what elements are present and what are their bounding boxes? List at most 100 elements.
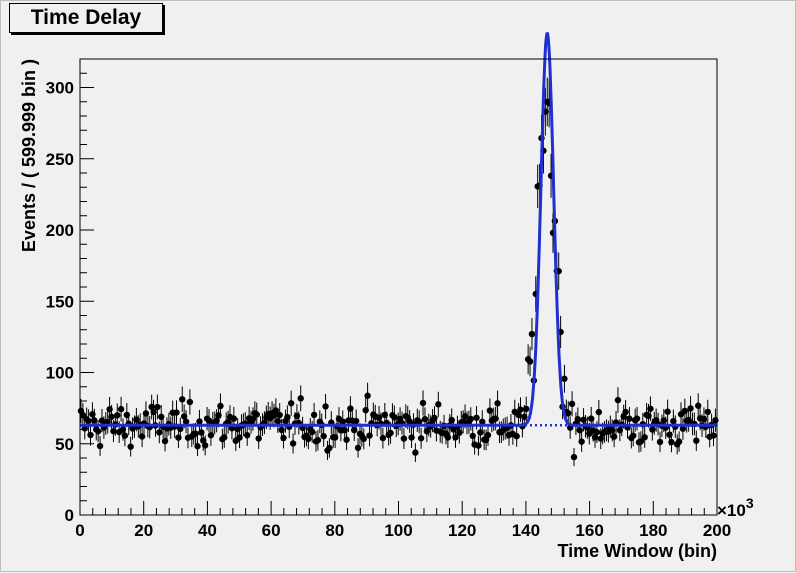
data-point: [400, 435, 408, 442]
data-point: [217, 402, 224, 410]
data-point: [343, 436, 350, 443]
data-point: [192, 430, 199, 437]
x-tick-label: 140: [512, 521, 540, 540]
data-point: [179, 396, 186, 403]
data-point: [641, 434, 648, 441]
data-point: [622, 408, 629, 416]
data-point: [138, 433, 146, 440]
data-point: [194, 443, 201, 450]
data-point: [626, 415, 633, 422]
x-multiplier-base: ×10: [717, 501, 746, 520]
data-point: [320, 432, 327, 440]
data-point: [276, 411, 283, 419]
data-point: [121, 432, 129, 439]
y-tick-label: 0: [65, 506, 74, 525]
data-point: [484, 431, 492, 439]
data-point: [354, 444, 362, 452]
data-point: [416, 418, 423, 425]
x-tick-label: 0: [75, 521, 84, 540]
data-point: [322, 403, 329, 410]
data-point: [186, 398, 194, 406]
data-point: [492, 415, 499, 422]
data-point: [675, 438, 683, 445]
data-point: [593, 428, 601, 436]
y-tick-label: 100: [46, 364, 74, 383]
data-point: [523, 405, 530, 413]
data-point: [230, 415, 238, 422]
data-point: [610, 433, 618, 440]
data-point: [177, 425, 184, 433]
data-point: [664, 408, 671, 415]
data-point: [182, 418, 190, 425]
x-tick-label: 160: [575, 521, 603, 540]
data-point: [633, 415, 641, 422]
data-point: [637, 438, 645, 445]
data-point: [710, 432, 717, 439]
x-tick-label: 40: [198, 521, 217, 540]
plot-area: [80, 59, 717, 515]
x-tick-label: 120: [448, 521, 476, 540]
data-point: [526, 358, 534, 365]
data-point: [221, 434, 228, 441]
data-point: [127, 443, 134, 450]
data-point: [479, 418, 486, 426]
data-point: [419, 399, 427, 407]
data-point: [568, 400, 576, 408]
data-point: [693, 437, 700, 444]
data-point: [253, 411, 260, 418]
data-point: [308, 428, 316, 436]
data-point: [517, 406, 524, 413]
x-multiplier-label: ×103: [717, 495, 754, 520]
data-point: [578, 438, 585, 445]
data-point: [668, 438, 675, 446]
data-point: [297, 395, 304, 402]
data-point: [513, 433, 520, 440]
data-point: [114, 412, 121, 419]
x-axis-label: Time Window (bin): [558, 541, 718, 561]
data-point: [156, 429, 163, 436]
fit-curves: [80, 32, 717, 427]
x-multiplier-exponent: 3: [746, 495, 754, 511]
data-point: [565, 410, 572, 417]
data-point: [244, 432, 251, 439]
data-point: [150, 408, 157, 416]
data-point: [679, 425, 687, 432]
data-point: [161, 437, 169, 445]
y-tick-label: 300: [46, 79, 74, 98]
data-point: [561, 375, 568, 382]
data-point: [360, 435, 367, 443]
y-tick-label: 250: [46, 150, 74, 169]
y-axis-label: Events / ( 599.999 bin ): [19, 59, 39, 252]
data-point: [117, 405, 125, 413]
y-tick-label: 200: [46, 221, 74, 240]
data-point: [87, 431, 94, 439]
data-point: [96, 442, 104, 450]
data-point: [435, 401, 442, 408]
plot-frame: [80, 59, 717, 515]
data-point: [108, 413, 115, 420]
data-point: [94, 428, 102, 435]
data-point: [154, 403, 161, 411]
data-point: [379, 434, 387, 442]
data-point: [687, 405, 694, 412]
data-point: [467, 415, 474, 423]
data-point: [412, 449, 419, 456]
axes: 0 20 40 60 80 100 120 140 160 180 200 0 50 100 150 200 2…: [46, 58, 731, 540]
x-tick-label: 20: [134, 521, 153, 540]
x-tick-label: 180: [639, 521, 667, 540]
data-point: [704, 408, 711, 416]
data-point: [85, 417, 92, 425]
data-point: [712, 417, 719, 424]
data-point: [364, 392, 371, 399]
x-tick-label: 200: [703, 521, 731, 540]
y-tick-label: 150: [46, 292, 74, 311]
data-point: [647, 405, 654, 412]
data-point: [173, 409, 180, 416]
data-point: [570, 453, 578, 461]
x-tick-label: 60: [262, 521, 281, 540]
x-tick-label: 80: [325, 521, 344, 540]
data-point: [417, 435, 425, 442]
data-point: [280, 434, 287, 442]
data-point: [352, 417, 360, 425]
